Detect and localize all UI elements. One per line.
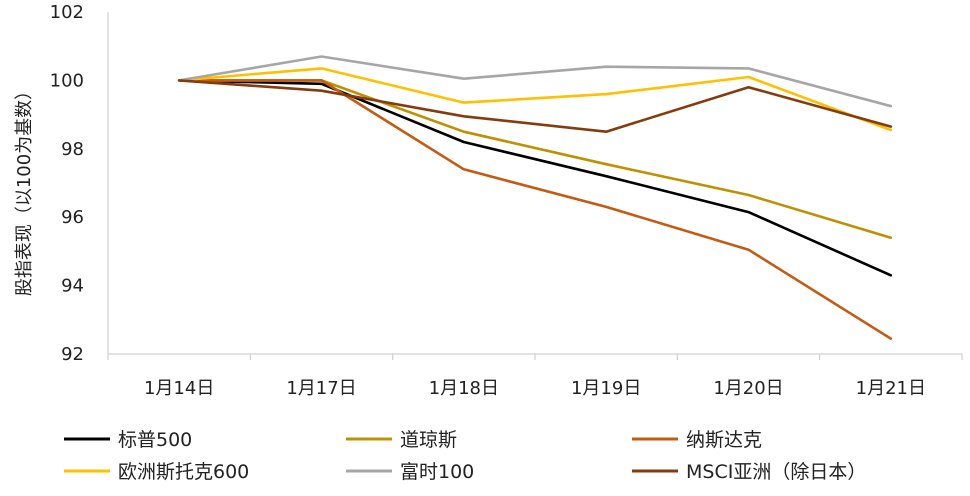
series-line-4 (177, 67, 893, 132)
series-line-3 (177, 79, 893, 340)
legend-item: 纳斯达克 (632, 429, 762, 451)
legend-item: 富时100 (346, 461, 474, 483)
series-line-6 (177, 79, 893, 133)
legend-label: 富时100 (400, 461, 474, 483)
x-tick-label: 1月17日 (286, 378, 356, 399)
x-tick-label: 1月14日 (144, 378, 214, 399)
y-tick-label: 98 (61, 139, 84, 160)
legend-item: 标普500 (64, 429, 192, 451)
legend-label: 纳斯达克 (686, 429, 762, 451)
y-tick-label: 100 (50, 70, 84, 91)
series-lines (177, 55, 893, 340)
series-line-1 (177, 79, 893, 277)
x-tick-label: 1月18日 (429, 378, 499, 399)
series-line-5 (177, 55, 893, 108)
legend-item: 欧洲斯托克600 (64, 461, 249, 483)
x-tick-label: 1月20日 (713, 378, 783, 399)
legend-item: 道琼斯 (346, 429, 457, 451)
y-tick-label: 94 (61, 276, 84, 297)
x-tick-label: 1月19日 (571, 378, 641, 399)
y-tick-label: 96 (61, 207, 84, 228)
legend-label: 道琼斯 (400, 429, 457, 451)
legend-item: MSCI亚洲（除日本） (632, 461, 866, 483)
y-tick-label: 102 (50, 2, 84, 23)
x-tick-label: 1月21日 (856, 378, 926, 399)
legend-label: MSCI亚洲（除日本） (686, 461, 866, 483)
axes (107, 12, 963, 360)
y-axis-title: 股指表现（以100为基数） (14, 82, 35, 296)
legend-label: 标普500 (118, 429, 192, 451)
legend-label: 欧洲斯托克600 (118, 461, 249, 483)
x-tick-labels: 1月14日 1月17日 1月18日 1月19日 1月20日 1月21日 (144, 378, 926, 399)
y-tick-labels: 92 94 96 98 100 102 (50, 2, 84, 365)
y-tick-label: 92 (61, 344, 84, 365)
